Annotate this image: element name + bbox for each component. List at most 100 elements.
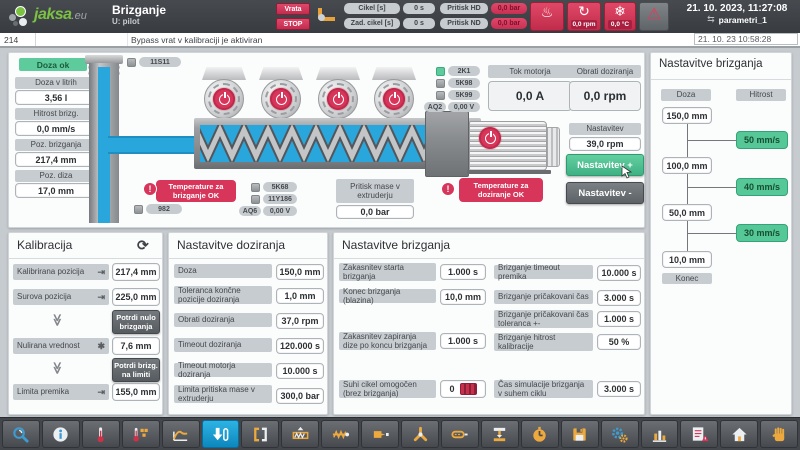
profil-hitrost-2[interactable]: 40 mm/s xyxy=(736,178,788,196)
limita-pritiska-value[interactable]: 300,0 bar xyxy=(276,388,324,404)
timeout-motorja-label: Timeout motorja doziranja xyxy=(174,361,272,379)
obrati-value[interactable]: 37,0 rpm xyxy=(276,313,324,329)
hitrost-kalibracije-label: Brizganje hitrost kalibracije xyxy=(494,333,593,351)
toolbar-screw-retract-button[interactable] xyxy=(281,420,320,448)
rotation-icon: ↻ xyxy=(578,3,590,19)
alarm-spacer xyxy=(36,33,128,46)
kalibracija-panel: Kalibracija ⟳ Kalibrirana pozicija ⇥ 217… xyxy=(8,232,163,415)
toolbar-overview-search-button[interactable] xyxy=(2,420,40,448)
toolbar-info-button[interactable] xyxy=(41,420,80,448)
profil-hitrost-3[interactable]: 30 mm/s xyxy=(736,224,788,242)
home-icon xyxy=(732,427,747,441)
datetime-block: 21. 10. 2023, 11:27:08 ⇆ parametri_1 xyxy=(678,3,796,25)
doser-motor xyxy=(469,121,547,171)
zakasnitev-starta-label: Zakasnitev starta brizganja xyxy=(339,263,436,281)
toolbar-manual-mode-button[interactable] xyxy=(760,420,799,448)
toolbar-temperature-zones-button[interactable] xyxy=(121,420,160,448)
nastavitev-input[interactable]: 39,0 rpm xyxy=(569,137,641,151)
toolbar-timer-button[interactable] xyxy=(520,420,559,448)
toolbar-nozzle-button[interactable] xyxy=(361,420,400,448)
hitrost-brizg-label: Hitrost brizg. xyxy=(15,108,97,120)
alarm-ack-button[interactable]: ⚠ xyxy=(639,2,669,31)
toleranca-value[interactable]: 1,0 mm xyxy=(276,288,324,304)
hitrost-kalibracije-value[interactable]: 50 % xyxy=(597,334,641,350)
doser-rpm-caption: 0,0 rpm xyxy=(571,20,597,29)
power-icon xyxy=(383,88,405,110)
alarm-code: 214 xyxy=(0,33,36,46)
toolbar-pressure-curve-button[interactable] xyxy=(161,420,200,448)
user-label: U: pilot xyxy=(112,17,140,26)
position-icon: ⇥ xyxy=(97,291,105,302)
timeout-premika-value[interactable]: 10.000 s xyxy=(597,265,641,281)
toolbar-save-button[interactable] xyxy=(560,420,599,448)
statistics-icon xyxy=(652,430,667,442)
refresh-icon[interactable]: ⟳ xyxy=(137,237,149,253)
heating-button[interactable]: ♨ xyxy=(530,2,564,31)
timeout-doziranja-value[interactable]: 120.000 s xyxy=(276,338,324,354)
warn-temp-brizganje: Temperature za brizganje OK xyxy=(156,180,236,202)
hopper-icon xyxy=(259,67,303,80)
nulirana-vrednost-value[interactable]: 7,6 mm xyxy=(112,337,160,355)
toolbar-settings-gears-button[interactable] xyxy=(600,420,639,448)
poz-brizganja-label: Poz. brizganja xyxy=(15,139,97,151)
toolbar-screw-button[interactable] xyxy=(321,420,360,448)
temp-caption: 0,0 °C xyxy=(608,20,632,29)
surova-pozicija-value[interactable]: 225,0 mm xyxy=(112,288,160,306)
toolbar-injection-button[interactable] xyxy=(201,420,240,448)
toolbar-home-button[interactable] xyxy=(720,420,759,448)
toolbar-statistics-button[interactable] xyxy=(640,420,679,448)
toolbar-alarm-list-button[interactable] xyxy=(680,420,719,448)
label-text: Surova pozicija xyxy=(17,292,72,302)
doza-value[interactable]: 150,0 mm xyxy=(276,264,324,280)
profil-pozicija-4[interactable]: 10,0 mm xyxy=(662,251,712,268)
doser-motor-button[interactable]: ↻ 0,0 rpm xyxy=(567,2,601,31)
konec-brizganja-value[interactable]: 10,0 mm xyxy=(440,289,486,305)
chevron-down-icon: ≫ xyxy=(50,313,65,327)
poz-diza-label: Poz. diza xyxy=(15,170,97,182)
toolbar-clamp-button[interactable] xyxy=(480,420,519,448)
suhi-cikel-toggle[interactable]: 0 xyxy=(440,380,486,398)
toolbar xyxy=(0,417,800,450)
temperature-icon xyxy=(97,426,104,442)
timeout-motorja-value[interactable]: 10.000 s xyxy=(276,363,324,379)
cas-toleranca-value[interactable]: 1.000 s xyxy=(597,311,641,327)
kalibrirana-pozicija-value[interactable]: 217,4 mm xyxy=(112,263,160,281)
zakasnitev-starta-value[interactable]: 1.000 s xyxy=(440,264,486,280)
toolbar-heater-band-button[interactable] xyxy=(440,420,479,448)
potrdi-nulo-button[interactable]: Potrdi nulo brizganja xyxy=(112,310,160,334)
pricakovani-cas-label: Brizganje pričakovani čas xyxy=(494,290,593,304)
chevron-down-icon: ≫ xyxy=(50,361,65,375)
feeder-unit-2 xyxy=(253,67,309,133)
poz-diza-value: 17,0 mm xyxy=(15,183,97,198)
injection-pipe-melt xyxy=(98,67,110,223)
cas-simulacije-value[interactable]: 3.000 s xyxy=(597,381,641,397)
toolbar-distribution-button[interactable] xyxy=(401,420,439,448)
limita-premika-value[interactable]: 155,0 mm xyxy=(112,383,160,401)
aq2-label: AQ2 xyxy=(424,102,446,112)
alarm-timestamp: 21. 10. 23 10:58:28 xyxy=(694,33,798,45)
toolbar-mold-button[interactable] xyxy=(241,420,280,448)
stop-button[interactable]: STOP xyxy=(276,18,310,30)
timeout-premika-label: Brizganje timeout premika xyxy=(494,263,593,281)
pricakovani-cas-value[interactable]: 3.000 s xyxy=(597,290,641,306)
indicator-5k68-label: 5K68 xyxy=(263,182,297,192)
mold-icon xyxy=(254,427,267,441)
zakasnitev-zapiranja-value[interactable]: 1.000 s xyxy=(440,333,486,349)
vrata-button[interactable]: Vrata xyxy=(276,3,310,15)
hopper-icon xyxy=(372,67,416,80)
screw-icon xyxy=(332,429,349,439)
nastavitev-minus-button[interactable]: Nastavitev - xyxy=(566,182,644,204)
profil-pozicija-3[interactable]: 50,0 mm xyxy=(662,204,712,221)
position-icon: ⇥ xyxy=(97,386,105,397)
cooling-button[interactable]: ❄ 0,0 °C xyxy=(604,2,636,31)
profil-hitrost-1[interactable]: 50 mm/s xyxy=(736,131,788,149)
profil-pozicija-1[interactable]: 150,0 mm xyxy=(662,107,712,124)
indicator-5k99 xyxy=(436,91,445,100)
zad-cikel-label: Zad. cikel [s] xyxy=(344,18,400,29)
potrdi-limita-button[interactable]: Potrdi brizg. na limiti xyxy=(112,358,160,382)
toolbar-temperature-button[interactable] xyxy=(81,420,120,448)
profil-pozicija-2[interactable]: 100,0 mm xyxy=(662,157,712,174)
pritisk-hd-value: 0,0 bar xyxy=(491,3,527,14)
warn-temp-doziranje: Temperature za doziranje OK xyxy=(459,178,543,202)
